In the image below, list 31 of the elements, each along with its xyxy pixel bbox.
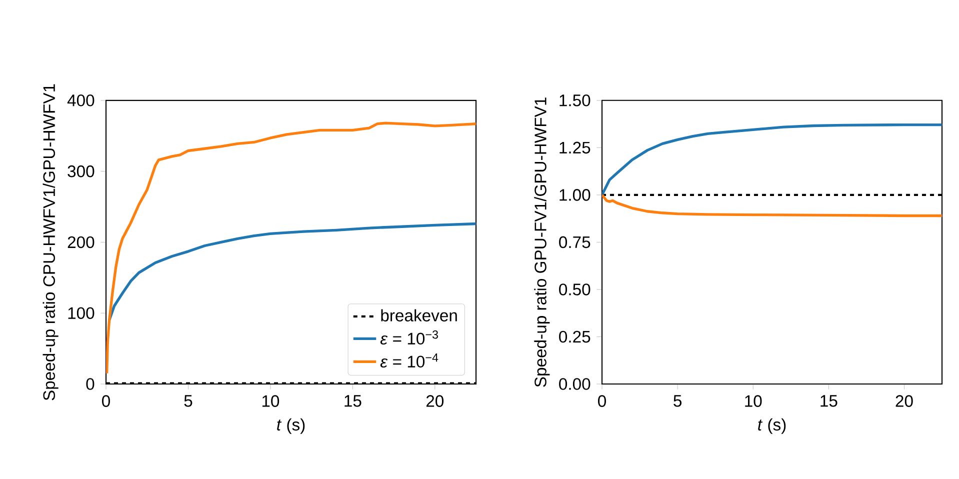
y-axis-title: Speed-up ratio GPU-FV1/GPU-HWFV1 [534, 98, 550, 387]
y-tick-label: 400 [67, 94, 94, 106]
y-tick-label: 200 [68, 236, 94, 248]
legend-label: ε = 10$^{−4}$ [380, 354, 438, 368]
y-tick-label: 1.00 [560, 189, 590, 201]
x-tick-label: 20 [896, 395, 913, 407]
x-tick-label: 0 [598, 395, 606, 407]
x-tick-label: 15 [344, 395, 362, 407]
x-tick-label: 15 [820, 395, 838, 407]
y-tick-label: 100 [68, 307, 94, 320]
x-tick-label: 5 [674, 395, 682, 407]
y-tick-label: 1.50 [560, 94, 590, 106]
legend-label: breakeven [381, 309, 457, 322]
x-axis-title: t (s) [758, 418, 786, 434]
line-series [108, 222, 476, 322]
line-series [602, 194, 942, 218]
y-tick-label: 0.75 [559, 236, 590, 248]
y-tick-label: 0.50 [559, 284, 590, 296]
y-tick-label: 300 [68, 165, 94, 178]
y-tick-label: 1.25 [560, 142, 590, 154]
y-tick-label: 0.25 [559, 330, 590, 343]
x-tick-label: 10 [262, 395, 280, 407]
x-tick-label: 20 [426, 395, 444, 407]
y-axis-title: Speed-up ratio CPU-HWFV1/GPU-HWFV1 [42, 84, 58, 400]
x-tick-label: 0 [102, 395, 110, 407]
x-tick-label: 5 [184, 395, 192, 407]
y-tick-label: 0.00 [559, 378, 590, 390]
x-tick-label: 10 [745, 395, 762, 407]
legend-label: ε = 10$^{−3}$ [380, 330, 438, 345]
y-tick-label: 0 [86, 378, 94, 390]
x-axis-title: t (s) [277, 418, 305, 434]
